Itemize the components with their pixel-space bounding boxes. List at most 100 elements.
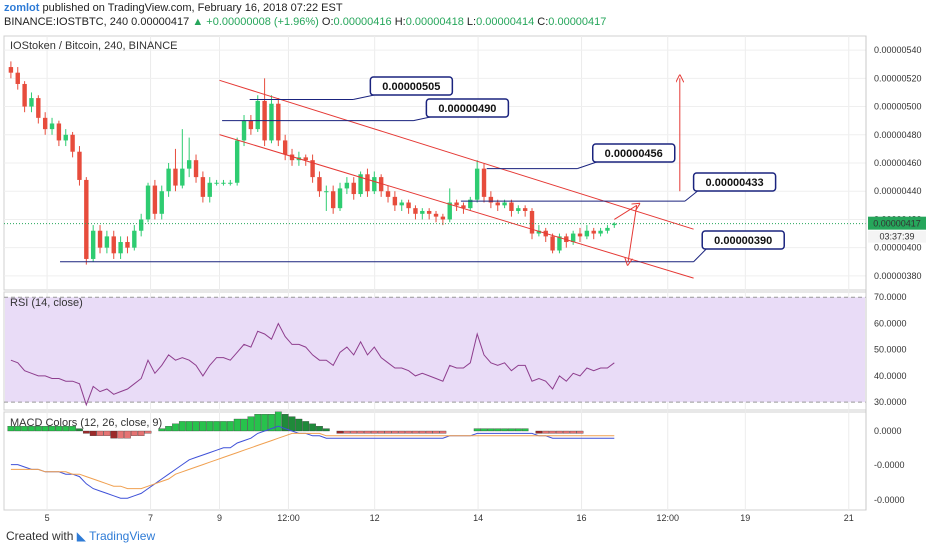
- macd-histogram-bar: [89, 430, 97, 436]
- candle-body: [378, 177, 384, 192]
- macd-histogram-bar: [281, 414, 289, 432]
- candle-body: [104, 236, 110, 248]
- candle-body: [454, 202, 459, 206]
- tradingview-brand-link[interactable]: TradingView: [89, 529, 156, 543]
- rsi-tick-label: 30.0000: [874, 397, 907, 407]
- candle-body: [186, 160, 192, 169]
- macd-histogram-bar: [309, 423, 316, 432]
- candle-body: [406, 202, 411, 209]
- candle-body: [84, 179, 89, 259]
- bounce-arrow-up: [614, 205, 636, 220]
- candle-body: [584, 230, 590, 237]
- tradingview-logo-icon: ◣: [76, 529, 86, 543]
- candle-body: [461, 205, 466, 209]
- candle-body: [399, 202, 404, 206]
- candle-body: [570, 233, 576, 243]
- candle-body: [372, 177, 377, 192]
- symbol-line: BINANCE:IOSTBTC, 240 0.00000417 ▲ +0.000…: [4, 16, 606, 28]
- candle-body: [550, 236, 555, 251]
- macd-histogram-bar: [364, 430, 371, 434]
- macd-histogram-bar: [556, 430, 563, 434]
- callout-pointer: [684, 190, 698, 202]
- price-tick-label: 0.00000380: [874, 271, 922, 281]
- candle-body: [118, 242, 123, 254]
- footer-created: Created with: [6, 529, 74, 543]
- candle-body: [234, 140, 240, 183]
- candle-body: [221, 182, 226, 184]
- candle-body: [577, 233, 583, 237]
- macd-histogram-bar: [432, 430, 440, 434]
- macd-histogram-bar: [103, 430, 111, 436]
- level-label: 0.00000505: [382, 81, 440, 93]
- macd-histogram-bar: [82, 430, 90, 434]
- candle-body: [63, 134, 68, 141]
- macd-histogram-bar: [233, 418, 241, 432]
- candle-body: [598, 230, 603, 234]
- macd-histogram-bar: [487, 428, 495, 432]
- macd-histogram-bar: [322, 428, 330, 432]
- macd-histogram-bar: [178, 421, 186, 432]
- macd-histogram-bar: [370, 430, 378, 434]
- author-link[interactable]: zomlot: [4, 2, 40, 14]
- level-callout: [692, 172, 777, 192]
- macd-histogram-bar: [41, 426, 49, 432]
- macd-histogram-bar: [28, 426, 35, 432]
- candle-body: [557, 236, 562, 251]
- candle-body: [22, 83, 27, 107]
- macd-histogram-bar: [62, 426, 70, 432]
- macd-histogram-bar: [535, 430, 543, 434]
- candle-body: [337, 188, 343, 209]
- macd-pane-title: MACD Colors (12, 26, close, 9): [10, 417, 163, 429]
- candle-body: [159, 191, 164, 214]
- time-tick-label: 12:00: [277, 513, 300, 523]
- macd-histogram-bar: [48, 426, 56, 432]
- macd-histogram-bar: [521, 428, 529, 432]
- macd-histogram-bar: [21, 426, 28, 432]
- macd-histogram-bar: [295, 418, 303, 432]
- candle-body: [447, 202, 452, 220]
- macd-histogram-bar: [391, 430, 399, 434]
- candle-body: [289, 154, 295, 161]
- candle-body: [385, 191, 391, 197]
- candle-body: [522, 208, 528, 211]
- time-tick-label: 12: [370, 513, 380, 523]
- candle-body: [591, 230, 596, 234]
- candle-body: [125, 242, 130, 248]
- candle-body: [495, 202, 500, 206]
- time-tick-label: 19: [740, 513, 750, 523]
- macd-histogram-bar: [130, 430, 138, 436]
- macd-histogram-bar: [343, 430, 351, 434]
- macd-line: [10, 425, 615, 499]
- macd-histogram-bar: [480, 428, 488, 432]
- macd-histogram-bar: [473, 428, 481, 432]
- macd-histogram-bar: [55, 426, 63, 432]
- candle-body: [605, 227, 610, 231]
- candle-body: [365, 174, 370, 192]
- candle-body: [166, 168, 171, 192]
- macd-tick-label: 0.0000: [874, 426, 902, 436]
- candle-body: [481, 168, 487, 197]
- time-tick-label: 12:00: [656, 513, 679, 523]
- candle-body: [420, 210, 425, 214]
- close-label: C:: [537, 16, 549, 28]
- macd-histogram-bar: [96, 430, 104, 436]
- candle-body: [509, 202, 514, 211]
- candle-body: [8, 67, 14, 73]
- macd-histogram-bar: [7, 426, 15, 432]
- channel-upper-line: [219, 79, 694, 230]
- footer: Created with ◣ TradingView: [6, 529, 155, 543]
- macd-histogram-bar: [377, 430, 385, 434]
- callout-pointer: [577, 161, 597, 170]
- macd-histogram-bar: [144, 430, 152, 434]
- macd-histogram-bar: [384, 430, 392, 434]
- change-up-icon: ▲: [192, 16, 204, 28]
- macd-histogram-bar: [254, 414, 262, 432]
- candle-body: [536, 230, 542, 234]
- level-callout: [591, 143, 676, 163]
- macd-histogram-bar: [494, 428, 502, 432]
- candle-body: [173, 168, 178, 186]
- candle-body: [433, 213, 439, 217]
- macd-tick-label: -0.0000: [874, 495, 905, 505]
- macd-histogram-bar: [501, 428, 508, 432]
